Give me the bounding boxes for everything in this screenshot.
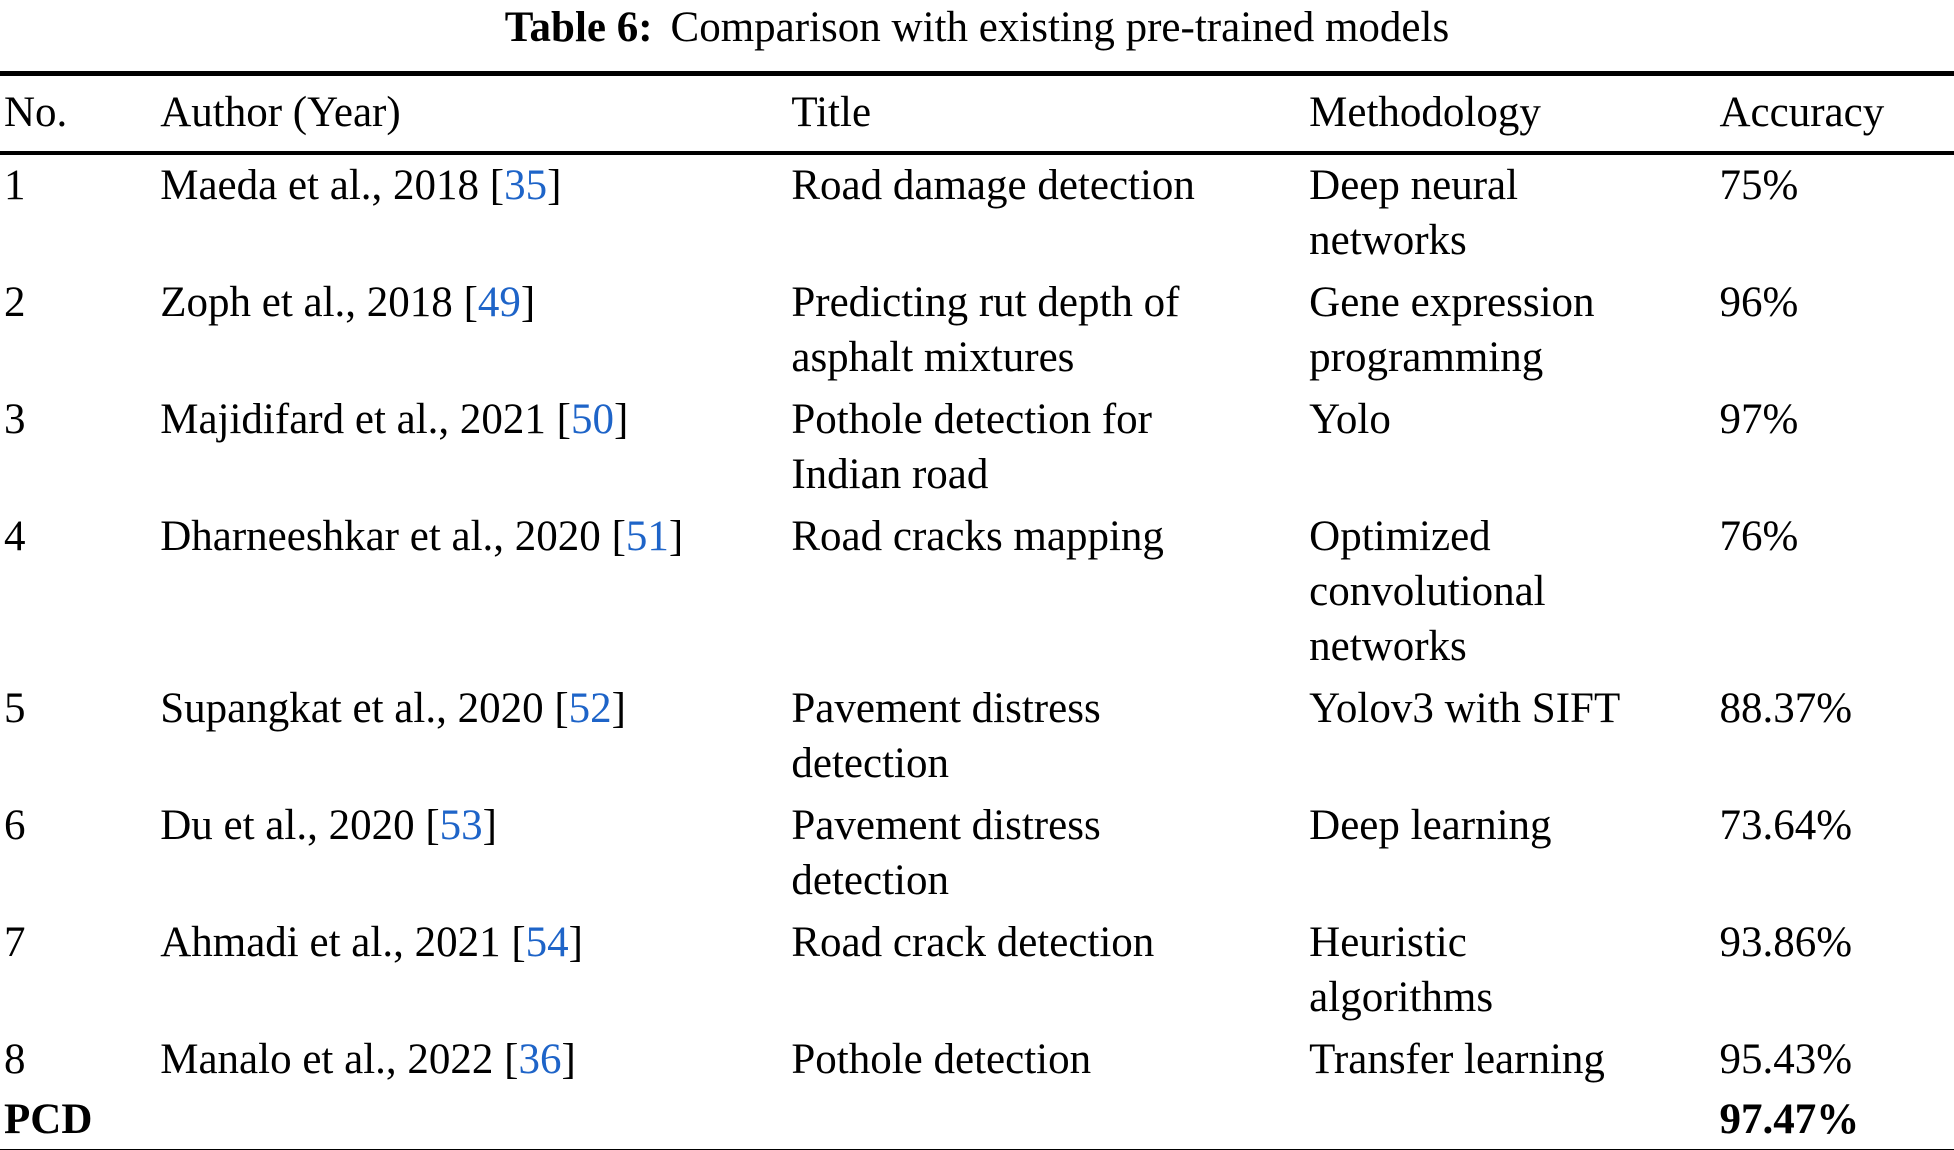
citation-bracket-close: ] [482, 802, 497, 849]
author-text: Dharneeshkar et al., 2020 [160, 513, 601, 560]
table-row-7: 7 Ahmadi et al., 2021 [54] Road crack de… [0, 912, 1954, 1029]
cell-author: Dharneeshkar et al., 2020 [51] [160, 506, 791, 678]
cell-methodology: Deep learning [1309, 802, 1552, 849]
citation-ref-link[interactable]: 51 [625, 513, 669, 560]
cell-accuracy: 93.86% [1719, 919, 1853, 966]
citation-bracket-open: [ [543, 685, 569, 732]
citation-bracket-open: [ [600, 513, 626, 560]
author-text: Manalo et al., 2022 [160, 1036, 494, 1083]
citation-ref-link[interactable]: 36 [518, 1036, 562, 1083]
citation-bracket-open: [ [493, 1036, 519, 1083]
cell-author: Zoph et al., 2018 [49] [160, 272, 791, 389]
cell-author [160, 1091, 791, 1150]
citation-bracket-open: [ [545, 396, 571, 443]
table-row-4: 4 Dharneeshkar et al., 2020 [51] Road cr… [0, 506, 1954, 678]
author-text: Supangkat et al., 2020 [160, 685, 544, 732]
cell-title: Road damage detection [791, 162, 1195, 209]
citation-bracket-close: ] [614, 396, 629, 443]
cell-author: Maeda et al., 2018 [35] [160, 153, 791, 272]
cell-author: Du et al., 2020 [53] [160, 795, 791, 912]
cell-methodology [1309, 1091, 1719, 1150]
cell-accuracy: 76% [1719, 513, 1799, 560]
table-row-2: 2 Zoph et al., 2018 [49] Predicting rut … [0, 272, 1954, 389]
cell-title: Pavement distress detection [791, 685, 1101, 787]
cell-accuracy: 95.43% [1719, 1036, 1853, 1083]
cell-accuracy: 88.37% [1719, 685, 1853, 732]
table-caption: Table 6: Comparison with existing pre-tra… [0, 0, 1954, 54]
citation-bracket-close: ] [547, 162, 562, 209]
cell-methodology: Heuristic algorithms [1309, 919, 1494, 1021]
cell-accuracy: 97% [1719, 396, 1799, 443]
cell-no: 8 [4, 1036, 26, 1083]
table-row-5: 5 Supangkat et al., 2020 [52] Pavement d… [0, 678, 1954, 795]
header-row: No. Author (Year) Title Methodology Accu… [0, 73, 1954, 155]
cell-no: 3 [4, 396, 26, 443]
col-header-methodology: Methodology [1309, 73, 1720, 155]
citation-ref-link[interactable]: 49 [477, 279, 521, 326]
table-row-pcd: PCD 97.47% [0, 1091, 1954, 1150]
table-row-8: 8 Manalo et al., 2022 [36] Pothole detec… [0, 1029, 1954, 1091]
cell-no: 5 [4, 685, 26, 732]
citation-ref-link[interactable]: 50 [571, 396, 614, 443]
col-header-author-year: Author (Year) [160, 73, 792, 155]
table-row-1: 1 Maeda et al., 2018 [35] Road damage de… [0, 153, 1954, 272]
cell-methodology: Deep neural networks [1309, 162, 1519, 264]
cell-no: 6 [4, 802, 26, 849]
author-text: Majidifard et al., 2021 [160, 396, 546, 443]
cell-title: Road crack detection [791, 919, 1155, 966]
cell-title: Pavement distress detection [791, 802, 1101, 904]
citation-bracket-close: ] [561, 1036, 576, 1083]
table-row-3: 3 Majidifard et al., 2021 [50] Pothole d… [0, 389, 1954, 506]
citation-bracket-open: [ [414, 802, 440, 849]
cell-no: 4 [4, 513, 26, 560]
comparison-table: No. Author (Year) Title Methodology Accu… [0, 71, 1954, 1150]
cell-author: Ahmadi et al., 2021 [54] [160, 912, 791, 1029]
cell-title: Pothole detection [791, 1036, 1092, 1083]
citation-ref-link[interactable]: 35 [504, 162, 548, 209]
col-header-accuracy: Accuracy [1719, 73, 1954, 155]
cell-accuracy: 96% [1719, 279, 1799, 326]
table-row-6: 6 Du et al., 2020 [53] Pavement distress… [0, 795, 1954, 912]
cell-title: Predicting rut depth of asphalt mixtures [791, 279, 1180, 381]
citation-ref-link[interactable]: 52 [568, 685, 612, 732]
cell-author: Manalo et al., 2022 [36] [160, 1029, 791, 1091]
col-header-no: No. [0, 73, 161, 155]
cell-methodology: Transfer learning [1309, 1036, 1605, 1083]
author-text: Maeda et al., 2018 [160, 162, 480, 209]
cell-accuracy: 73.64% [1719, 802, 1853, 849]
citation-bracket-close: ] [668, 513, 684, 560]
citation-ref-link[interactable]: 53 [439, 802, 483, 849]
cell-accuracy: 75% [1719, 162, 1799, 209]
col-header-title: Title [791, 73, 1310, 155]
cell-accuracy: 97.47% [1719, 1096, 1860, 1143]
cell-no: 1 [4, 162, 26, 209]
cell-author: Majidifard et al., 2021 [50] [160, 389, 791, 506]
cell-methodology: Optimized convolutional networks [1309, 513, 1546, 670]
citation-bracket-open: [ [452, 279, 478, 326]
cell-no: PCD [4, 1096, 93, 1143]
cell-methodology: Yolo [1309, 396, 1391, 443]
citation-bracket-open: [ [479, 162, 505, 209]
table-caption-label: Table 6: [504, 4, 653, 51]
author-text: Zoph et al., 2018 [160, 279, 453, 326]
cell-author: Supangkat et al., 2020 [52] [160, 678, 791, 795]
table-caption-text: Comparison with existing pre-trained mod… [670, 4, 1450, 51]
citation-ref-link[interactable]: 54 [525, 919, 569, 966]
cell-no: 2 [4, 279, 26, 326]
cell-title: Road cracks mapping [791, 513, 1164, 560]
cell-methodology: Gene expression programming [1309, 279, 1595, 381]
author-text: Du et al., 2020 [160, 802, 415, 849]
citation-bracket-open: [ [500, 919, 526, 966]
cell-no: 7 [4, 919, 26, 966]
author-text: Ahmadi et al., 2021 [160, 919, 501, 966]
citation-bracket-close: ] [611, 685, 626, 732]
citation-bracket-close: ] [568, 919, 583, 966]
cell-methodology: Yolov3 with SIFT [1309, 685, 1621, 732]
cell-title: Pothole detection for Indian road [791, 396, 1152, 498]
citation-bracket-close: ] [520, 279, 536, 326]
cell-title [791, 1091, 1309, 1150]
